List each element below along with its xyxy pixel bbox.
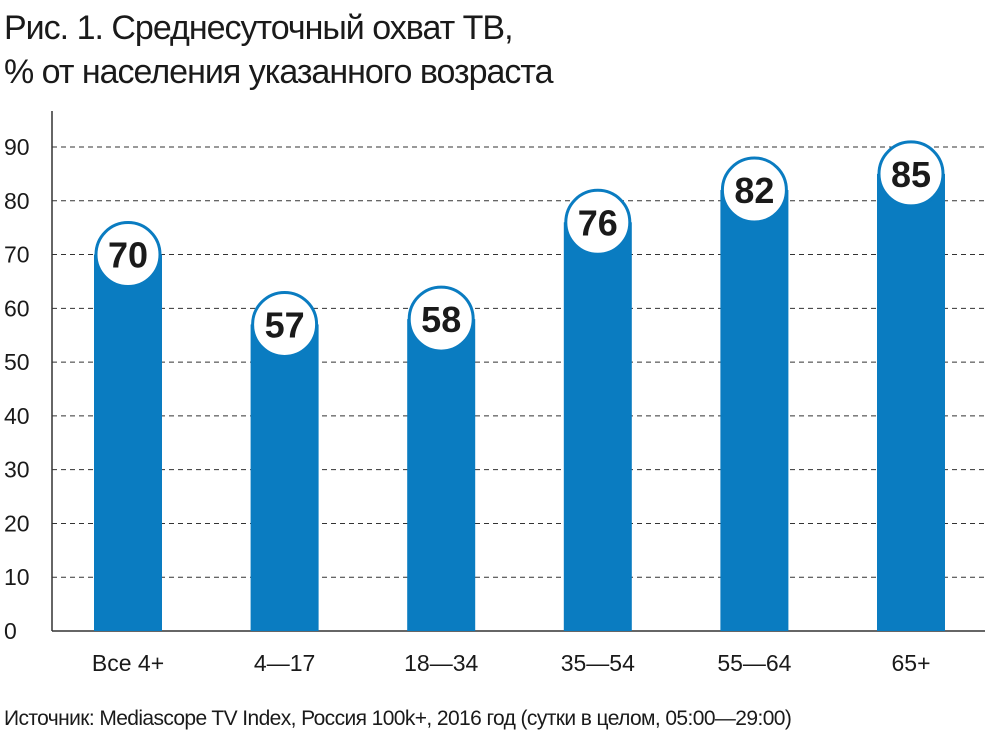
- y-tick-label: 50: [4, 349, 30, 375]
- grid-lines: [52, 146, 985, 578]
- bar: [563, 222, 632, 632]
- x-tick-label: 35—54: [561, 650, 635, 676]
- y-tick-label: 80: [4, 188, 30, 214]
- data-label: 57: [265, 304, 305, 345]
- y-axis: 0 10 20 30 40 50 60 70 80 90: [4, 111, 985, 644]
- bar: [94, 254, 162, 632]
- source-note: Источник: Mediascope TV Index, Россия 10…: [4, 707, 792, 730]
- y-tick-label: 10: [4, 564, 30, 590]
- y-tick-label: 70: [4, 242, 30, 268]
- value-circle: [94, 221, 162, 289]
- y-tick-label: 30: [4, 457, 30, 483]
- value-circle: [251, 290, 319, 358]
- bar: [877, 173, 945, 631]
- data-label: 85: [891, 154, 931, 195]
- value-circle: [877, 140, 945, 208]
- y-tick-label: 90: [4, 134, 30, 160]
- data-label: 76: [578, 202, 618, 243]
- x-tick-label: 18—34: [404, 650, 478, 676]
- y-tick-label: 60: [4, 295, 30, 321]
- y-tick-label: 20: [4, 510, 30, 536]
- y-tick-label: 40: [4, 403, 30, 429]
- bar: [720, 190, 789, 631]
- x-tick-label: 55—64: [717, 650, 791, 676]
- data-label: 70: [108, 235, 148, 276]
- data-label: 82: [734, 170, 774, 211]
- value-circle: [720, 156, 788, 224]
- data-label: 58: [421, 299, 461, 340]
- bar: [250, 324, 319, 631]
- x-tick-label: Все 4+: [92, 650, 164, 676]
- x-tick-label: 65+: [891, 650, 930, 676]
- chart-title-line-2: % от населения указанного возраста: [4, 53, 554, 91]
- value-circle: [564, 188, 632, 256]
- chart-title-line-1: Рис. 1. Среднесуточный охват ТВ,: [4, 9, 514, 47]
- data-labels: 70 57 58 76 82 85: [94, 140, 945, 358]
- bar: [407, 319, 476, 631]
- x-tick-label: 4—17: [254, 650, 315, 676]
- chart-title: Рис. 1. Среднесуточный охват ТВ, % от на…: [4, 6, 984, 94]
- y-tick-label: 0: [4, 618, 17, 644]
- value-circle: [407, 285, 475, 353]
- x-axis-labels: Все 4+ 4—17 18—34 35—54 55—64 65+: [92, 650, 931, 676]
- bars: [94, 173, 945, 632]
